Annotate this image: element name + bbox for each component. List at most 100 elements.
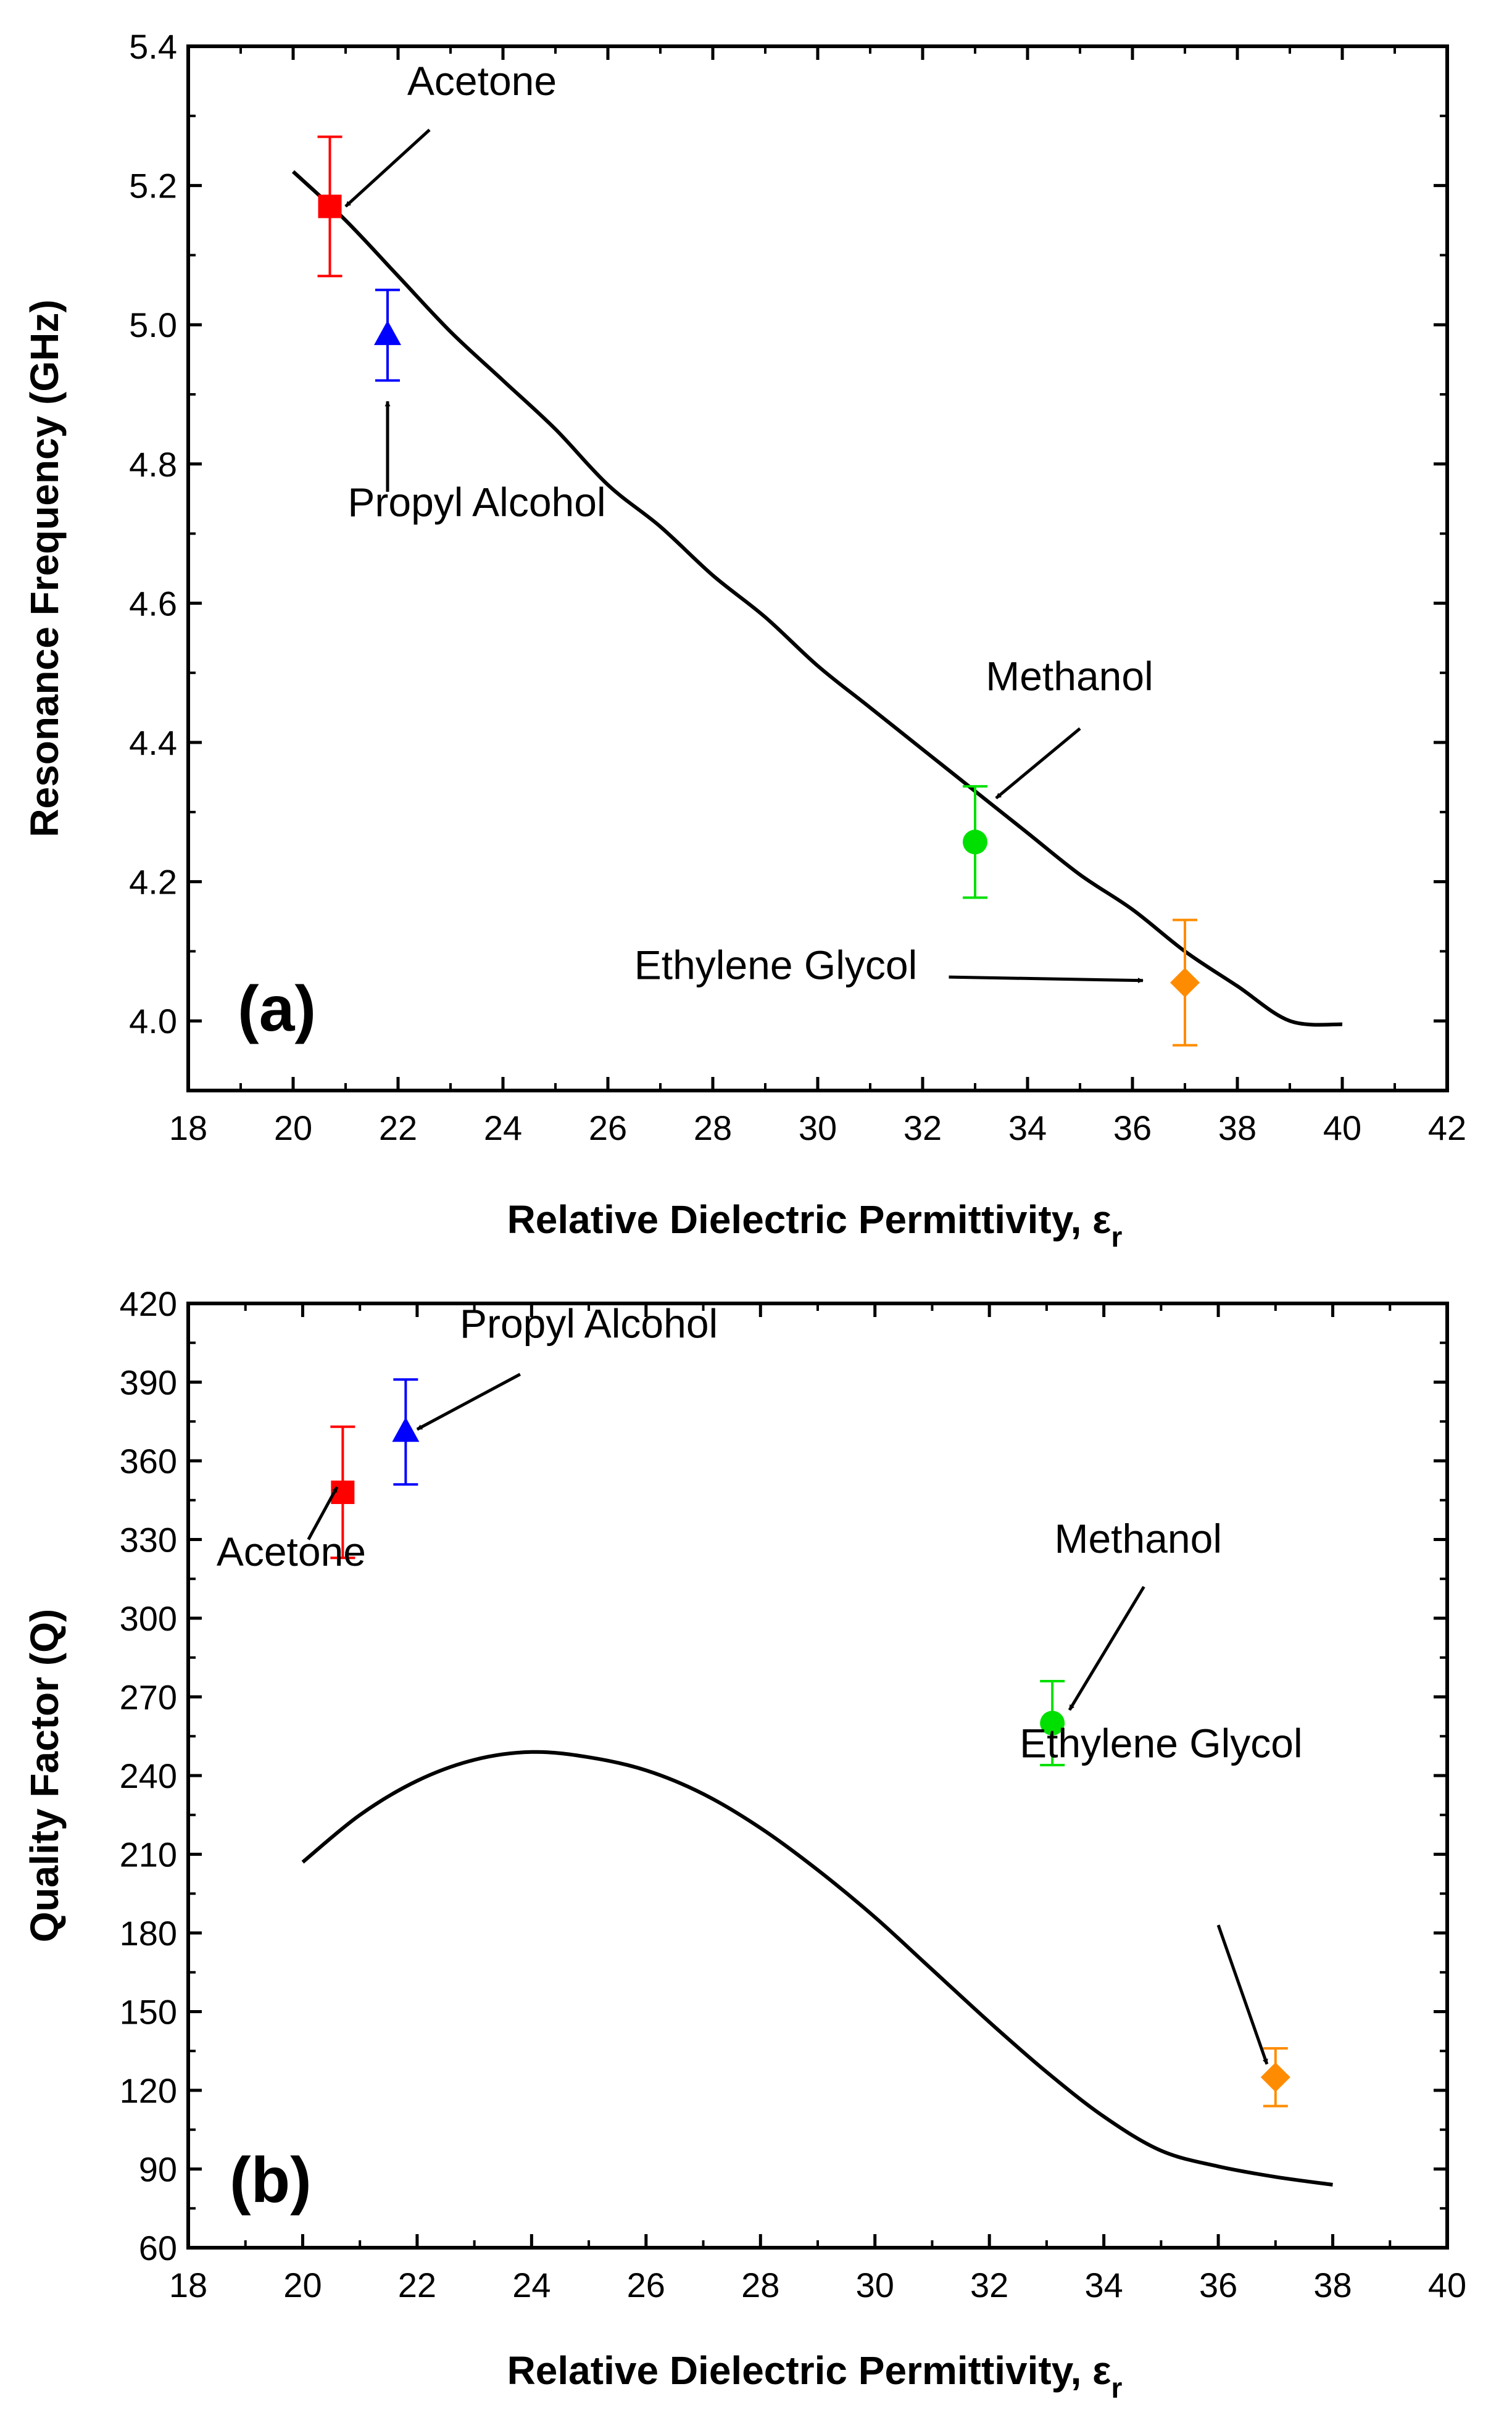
panel-b-x-tick-label: 24 [512, 2266, 550, 2304]
panel-a-y-tick-label: 4.6 [129, 584, 177, 623]
panel-b: 18 20 22 24 26 28 30 32 34 36 38 40 60 90 120 150 180 210… [22, 1284, 1466, 2404]
panel-b-x-tick-label: 36 [1199, 2266, 1237, 2304]
panel-b-x-tick-label: 40 [1428, 2266, 1466, 2304]
panel-b-x-tick-label: 26 [627, 2266, 665, 2304]
panel-b-y-tick-label: 90 [139, 2150, 177, 2189]
panel-b-x-tick-label: 32 [970, 2266, 1008, 2304]
square-marker [318, 194, 342, 218]
panel-b-tick-labels: 18 20 22 24 26 28 30 32 34 36 38 40 60 90 120 150 180 210… [120, 1284, 1467, 2304]
panel-a: 18 20 22 24 26 28 30 32 34 36 38 40 42 4.0 4.2 4.4 4.6 4.… [22, 27, 1466, 1253]
panel-b-y-tick-label: 330 [120, 1521, 177, 1560]
panel-b-point-propyl-alcohol [392, 1378, 420, 1486]
panel-b-annotations: Propyl Alcohol Acetone Methanol Ethylene Gl… [217, 1300, 1303, 2065]
diamond-marker [1170, 968, 1200, 998]
panel-a-y-tick-label: 4.0 [129, 1002, 177, 1041]
panel-a-arrow-methanol [995, 727, 1081, 800]
panel-b-points [330, 1378, 1290, 2108]
panel-a-arrow-acetone [344, 128, 431, 208]
panel-a-model-curve [291, 170, 1343, 1027]
panel-a-annotation-methanol: Methanol [986, 653, 1153, 699]
panel-a-label: (a) [238, 973, 316, 1045]
panel-a-y-tick-label: 5.2 [129, 167, 177, 206]
panel-a-x-tick-label: 32 [903, 1108, 942, 1147]
panel-a-x-tick-label: 20 [274, 1108, 312, 1147]
panel-a-x-tick-label: 38 [1218, 1108, 1257, 1147]
panel-b-y-tick-label: 210 [120, 1835, 177, 1874]
panel-a-xlabel: Relative Dielectric Permittivity, εr [507, 1197, 1123, 1253]
circle-marker [1040, 1711, 1065, 1735]
panel-a-ylabel: Resonance Frequency (GHz) [22, 299, 67, 837]
panel-a-x-tick-label: 26 [589, 1108, 627, 1147]
triangle-marker [392, 1417, 420, 1442]
panel-b-y-tick-label: 180 [120, 1914, 177, 1953]
panel-b-point-acetone [330, 1425, 355, 1560]
panel-a-points [317, 135, 1200, 1047]
triangle-marker [374, 320, 401, 346]
panel-b-x-tick-label: 20 [283, 2266, 322, 2304]
panel-b-y-tick-label: 240 [120, 1756, 177, 1795]
panel-b-ticks [186, 1302, 1449, 2250]
panel-a-x-tick-label: 40 [1323, 1108, 1361, 1147]
panel-a-xlabel-main: Relative Dielectric Permittivity, ε [507, 1197, 1111, 1242]
panel-a-annotation-ethylene-glycol: Ethylene Glycol [634, 942, 918, 988]
panel-a-xlabel-sub: r [1111, 1221, 1123, 1253]
panel-a-arrow-ethylene-glycol [949, 975, 1144, 984]
panel-a-point-acetone [317, 135, 343, 278]
panel-b-ylabel: Quality Factor (Q) [22, 1609, 67, 1943]
panel-a-x-tick-label: 30 [799, 1108, 837, 1147]
panel-a-annotation-acetone: Acetone [407, 58, 557, 104]
panel-b-x-tick-label: 34 [1084, 2266, 1123, 2304]
panel-b-y-tick-label: 150 [120, 1993, 177, 2032]
panel-b-x-tick-label: 38 [1313, 2266, 1352, 2304]
panel-b-x-tick-label: 30 [856, 2266, 894, 2304]
panel-b-plot-frame [186, 1302, 1449, 2250]
panel-b-curve-group [301, 1750, 1333, 2187]
panel-a-curve-group [291, 170, 1343, 1027]
panel-b-x-tick-label: 28 [741, 2266, 779, 2304]
panel-a-point-ethylene-glycol [1170, 918, 1200, 1047]
panel-a-x-tick-label: 42 [1428, 1108, 1466, 1147]
panel-b-point-ethylene-glycol [1260, 2047, 1290, 2108]
panel-b-xlabel-main: Relative Dielectric Permittivity, ε [507, 2348, 1111, 2393]
panel-b-y-tick-label: 270 [120, 1678, 177, 1717]
panel-a-point-methanol [963, 785, 987, 899]
panel-a-y-tick-label: 4.8 [129, 445, 177, 484]
panel-b-arrow-acetone [307, 1486, 339, 1540]
panel-a-x-tick-label: 28 [694, 1108, 732, 1147]
panel-b-annotation-acetone: Acetone [217, 1529, 366, 1574]
panel-b-y-tick-label: 360 [120, 1442, 177, 1481]
panel-b-xlabel: Relative Dielectric Permittivity, εr [507, 2348, 1123, 2404]
panel-a-x-tick-label: 36 [1113, 1108, 1152, 1147]
panel-b-annotation-methanol: Methanol [1055, 1516, 1223, 1561]
panel-b-x-tick-label: 18 [169, 2266, 207, 2304]
panel-b-point-methanol [1040, 1680, 1065, 1766]
panel-b-y-tick-label: 60 [139, 2229, 177, 2267]
panel-b-arrow-propyl-alcohol [416, 1373, 521, 1431]
panel-a-x-tick-label: 18 [169, 1108, 207, 1147]
panel-a-point-propyl-alcohol [374, 288, 401, 382]
diamond-marker [1260, 2062, 1290, 2092]
circle-marker [963, 829, 987, 855]
panel-a-ticks [186, 44, 1449, 1091]
panel-b-x-tick-label: 22 [398, 2266, 436, 2304]
panel-b-y-tick-label: 300 [120, 1599, 177, 1638]
panel-a-plot-frame [186, 44, 1449, 1092]
panel-a-x-tick-label: 24 [484, 1108, 522, 1147]
panel-a-x-tick-label: 34 [1008, 1108, 1047, 1147]
panel-b-model-curve [301, 1750, 1333, 2187]
panel-a-tick-labels: 18 20 22 24 26 28 30 32 34 36 38 40 42 4.0 4.2 4.4 4.6 4.… [129, 27, 1466, 1147]
panel-b-arrow-methanol [1068, 1585, 1145, 1711]
panel-a-y-tick-label: 5.0 [129, 305, 177, 344]
panel-b-y-tick-label: 420 [120, 1284, 177, 1323]
panel-b-label: (b) [230, 2145, 312, 2216]
panel-a-annotation-propyl-alcohol: Propyl Alcohol [347, 479, 605, 525]
panel-b-annotation-propyl-alcohol: Propyl Alcohol [460, 1300, 718, 1346]
panel-a-y-tick-label: 4.2 [129, 863, 177, 902]
panel-b-arrow-ethylene-glycol [1216, 1924, 1269, 2065]
panel-a-y-tick-label: 4.4 [129, 723, 177, 762]
panel-b-y-tick-label: 120 [120, 2071, 177, 2110]
panel-a-y-tick-label: 5.4 [129, 27, 177, 66]
panel-b-y-tick-label: 390 [120, 1363, 177, 1402]
panel-a-x-tick-label: 22 [379, 1108, 417, 1147]
